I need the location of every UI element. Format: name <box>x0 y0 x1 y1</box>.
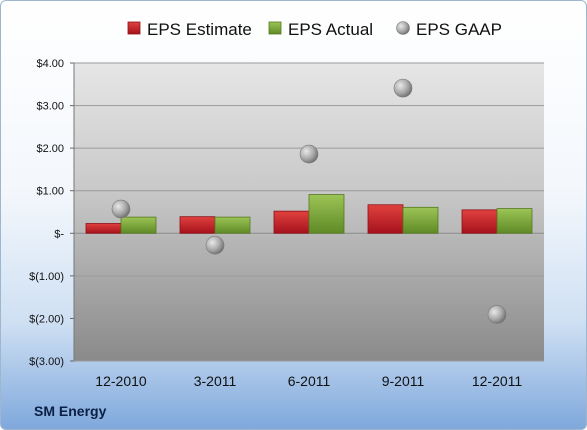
x-tick-label: 12-2010 <box>95 373 147 389</box>
y-tick-label: $2.00 <box>36 143 64 155</box>
eps-gaap-point <box>393 78 413 98</box>
eps-estimate-bar <box>85 223 122 234</box>
company-label: SM Energy <box>34 403 107 419</box>
eps-actual-legend-label: EPS Actual <box>288 20 373 39</box>
y-tick-label: $(1.00) <box>29 271 64 283</box>
y-tick-label: $- <box>54 228 64 240</box>
eps-gaap-point <box>487 305 507 324</box>
x-axis-ticks: 12-2010 3-2011 6-2011 9-2011 12-2011 <box>95 373 522 389</box>
y-tick-label: $(3.00) <box>29 356 64 368</box>
x-tick-label: 12-2011 <box>472 373 523 389</box>
eps-actual-bar <box>308 194 345 234</box>
y-axis-ticks: $4.00 $3.00 $2.00 $1.00 $- $(1.00) $(2.00) $(3.… <box>29 58 64 368</box>
legend: EPS Estimate EPS Actual EPS GAAP <box>127 20 502 39</box>
eps-gaap-point <box>299 144 319 164</box>
x-tick-label: 3-2011 <box>194 373 237 389</box>
eps-gaap-point <box>111 199 131 219</box>
y-tick-label: $4.00 <box>36 58 64 70</box>
x-tick-label: 6-2011 <box>288 373 331 389</box>
y-tick-label: $1.00 <box>36 186 64 198</box>
eps-estimate-bar <box>179 216 216 234</box>
eps-estimate-legend-swatch <box>127 21 141 35</box>
x-tick-label: 9-2011 <box>382 373 425 389</box>
eps-estimate-legend-label: EPS Estimate <box>147 20 252 39</box>
chart-marks <box>85 78 533 324</box>
eps-gaap-legend-swatch <box>396 21 410 35</box>
y-tick-label: $3.00 <box>36 101 64 113</box>
eps-actual-bar <box>402 206 439 234</box>
eps-estimate-bar <box>367 204 404 234</box>
eps-actual-bar <box>120 216 157 234</box>
eps-actual-bar <box>214 216 251 234</box>
eps-actual-legend-swatch <box>268 21 282 35</box>
y-tick-label: $(2.00) <box>29 313 64 325</box>
eps-gaap-legend-label: EPS GAAP <box>416 20 502 39</box>
eps-estimate-bar <box>273 210 310 234</box>
eps-gaap-point <box>205 235 225 255</box>
eps-actual-bar <box>496 208 533 234</box>
eps-estimate-bar <box>461 209 498 234</box>
